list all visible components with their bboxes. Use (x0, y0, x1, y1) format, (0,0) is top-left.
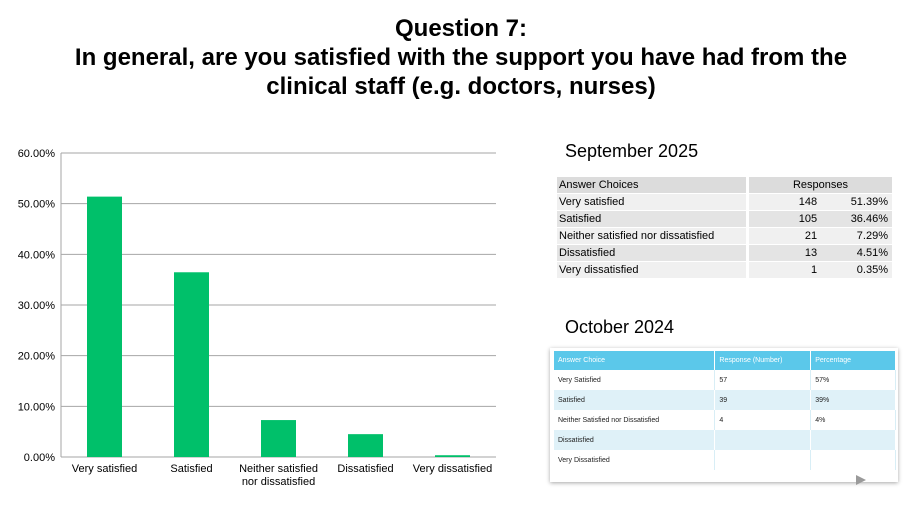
table-row: Neither Satisfied nor Dissatisfied 4 4% (554, 410, 896, 430)
y-tick-label: 60.00% (18, 148, 56, 160)
bar (174, 272, 209, 457)
count-cell: 148 (745, 193, 822, 211)
x-tick-label: Neither satisfied (239, 463, 318, 475)
answer-cell: Very dissatisfied (557, 261, 748, 279)
percent-cell (810, 430, 896, 450)
count-cell: 21 (745, 227, 822, 245)
y-tick-label: 40.00% (18, 249, 56, 261)
percent-cell: 51.39% (821, 193, 892, 211)
next-slide-arrow-icon (856, 475, 866, 485)
bar (348, 434, 383, 457)
percent-cell: 39% (810, 390, 896, 410)
percent-cell: 4% (810, 410, 896, 430)
count-cell: 39 (714, 390, 812, 410)
answer-cell: Satisfied (554, 390, 716, 410)
satisfaction-bar-chart: 0.00% 10.00% 20.00% 30.00% 40.00% 50.00% 60.00… (18, 148, 496, 488)
x-tick-label: Satisfied (170, 463, 212, 475)
table-row: Neither satisfied nor dissatisfied 21 7.29… (557, 227, 892, 245)
percent-cell: 4.51% (821, 244, 892, 262)
percent-cell: 57% (810, 370, 896, 390)
bar (87, 196, 122, 457)
percent-cell: 7.29% (821, 227, 892, 245)
y-tick-label: 10.00% (18, 401, 56, 413)
october-header-number: Response (Number) (714, 351, 812, 370)
answer-cell: Dissatisfied (557, 244, 748, 262)
september-table: Answer Choices Responses Very satisfied 1… (557, 177, 892, 279)
y-tick-label: 50.00% (18, 199, 56, 211)
x-tick-label: nor dissatisfied (242, 476, 315, 488)
count-cell: 105 (745, 210, 822, 228)
september-header-row: Answer Choices Responses (557, 177, 892, 194)
question-number: Question 7: (394, 15, 527, 42)
percent-cell: 0.35% (821, 261, 892, 279)
table-row: Satisfied 105 36.46% (557, 210, 892, 228)
october-header-row: Answer Choice Response (Number) Percenta… (554, 351, 896, 370)
x-tick-label: Very dissatisfied (413, 463, 492, 475)
y-tick-label: 0.00% (24, 452, 55, 464)
count-cell: 57 (714, 370, 812, 390)
september-title: September 2025 (565, 141, 699, 161)
table-row: Dissatisfied (554, 430, 896, 450)
table-row: Dissatisfied 13 4.51% (557, 244, 892, 262)
bar (261, 420, 296, 457)
table-row: Very Satisfied 57 57% (554, 370, 896, 390)
y-tick-label: 30.00% (18, 300, 56, 312)
percent-cell: 36.46% (821, 210, 892, 228)
september-header-responses: Responses (745, 177, 892, 194)
table-row: Very Dissatisfied (554, 450, 896, 470)
october-title: October 2024 (565, 317, 675, 337)
october-header-percentage: Percentage (810, 351, 896, 370)
count-cell: 4 (714, 410, 812, 430)
table-row: Satisfied 39 39% (554, 390, 896, 410)
count-cell (714, 450, 812, 470)
bar (435, 455, 470, 457)
table-row: Very satisfied 148 51.39% (557, 193, 892, 211)
october-header-answer: Answer Choice (554, 351, 716, 370)
answer-cell: Very satisfied (557, 193, 748, 211)
september-header-answer: Answer Choices (557, 177, 748, 194)
percent-cell (810, 450, 896, 470)
answer-cell: Satisfied (557, 210, 748, 228)
count-cell (714, 430, 812, 450)
october-table: Answer Choice Response (Number) Percenta… (554, 351, 896, 470)
answer-cell: Neither satisfied nor dissatisfied (557, 227, 748, 245)
question-text-line-1: In general, are you satisfied with the s… (74, 44, 848, 71)
x-tick-label: Dissatisfied (337, 463, 393, 475)
answer-cell: Neither Satisfied nor Dissatisfied (554, 410, 716, 430)
y-tick-label: 20.00% (18, 351, 56, 363)
count-cell: 13 (745, 244, 822, 262)
answer-cell: Dissatisfied (554, 430, 716, 450)
table-row: Very dissatisfied 1 0.35% (557, 261, 892, 279)
answer-cell: Very Satisfied (554, 370, 716, 390)
x-tick-label: Very satisfied (72, 463, 137, 475)
answer-cell: Very Dissatisfied (554, 450, 716, 470)
question-text-line-2: clinical staff (e.g. doctors, nurses) (266, 73, 656, 100)
october-table-card: Answer Choice Response (Number) Percenta… (550, 348, 898, 482)
count-cell: 1 (745, 261, 822, 279)
